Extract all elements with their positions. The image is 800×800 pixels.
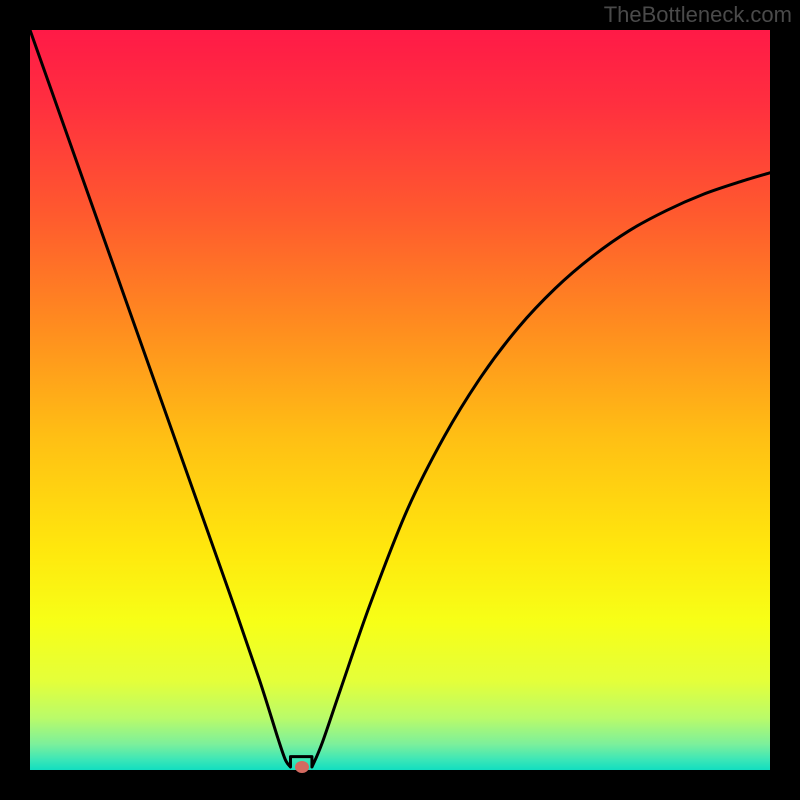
watermark: TheBottleneck.com <box>604 2 792 28</box>
bottleneck-chart <box>30 30 770 770</box>
optimal-point-marker <box>295 761 309 773</box>
bottleneck-curve <box>30 30 770 770</box>
